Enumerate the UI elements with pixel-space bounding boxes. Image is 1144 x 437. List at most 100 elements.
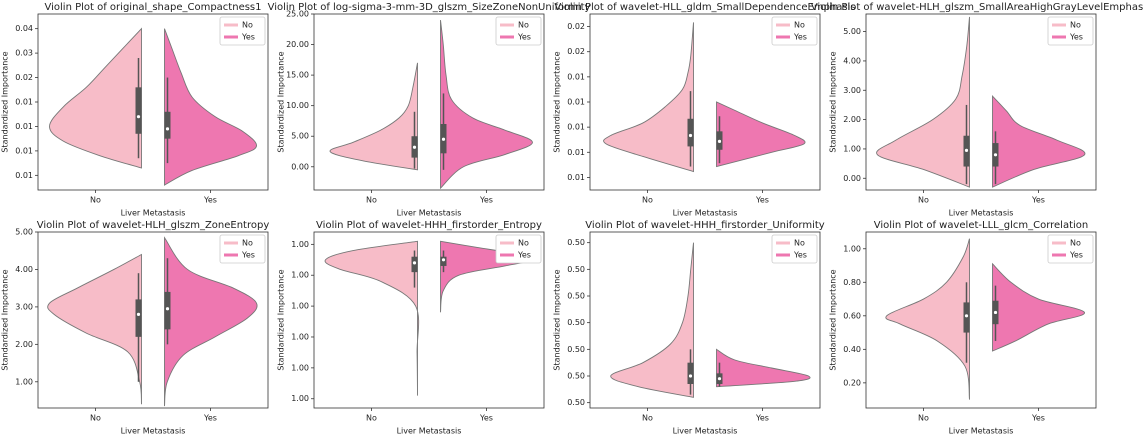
plot-frame [589, 231, 821, 409]
x-tick-label: Yes [203, 414, 217, 423]
x-tick-label: Yes [479, 196, 493, 205]
x-tick-label: No [366, 196, 377, 205]
plot-frame [589, 13, 821, 191]
y-tick-label: 0.01 [567, 98, 585, 107]
box-median [688, 133, 693, 138]
box-median [136, 115, 141, 119]
x-tick-label: Yes [755, 414, 769, 423]
panel: Violin Plot of wavelet-HHH_firstorder_Un… [553, 220, 825, 436]
y-tick-label: 0.50 [567, 238, 585, 247]
plot-frame [865, 13, 1097, 191]
panel: Violin Plot of wavelet-LLL_glcm_Correlat… [829, 220, 1097, 436]
panel-title: Violin Plot of log-sigma-3-mm-3D_glszm_S… [268, 2, 591, 13]
y-tick-label: 1.00 [291, 363, 309, 372]
violin-half [49, 27, 142, 169]
x-axis-label: Liver Metastasis [397, 427, 462, 436]
plot-frame [37, 13, 269, 191]
y-tick-label: 0.00 [291, 162, 309, 171]
legend-label: Yes [517, 251, 531, 260]
plot-frame [37, 231, 269, 409]
legend-label: No [1070, 239, 1081, 248]
y-tick-label: 1.00 [843, 144, 861, 153]
violin-half [603, 22, 694, 173]
y-tick-label: 1.00 [843, 244, 861, 253]
y-axis-label: Standardized Importance [829, 269, 838, 370]
panel-title: Violin Plot of wavelet-HHH_firstorder_Un… [585, 220, 824, 231]
box-median [964, 148, 969, 152]
box-iqr [687, 118, 694, 147]
x-tick-label: No [90, 196, 101, 205]
plot-frame [865, 231, 1097, 409]
y-tick-label: 1.00 [291, 332, 309, 341]
y-axis-label: Standardized Importance [553, 269, 562, 370]
y-tick-label: 1.00 [291, 302, 309, 311]
violin-half [164, 28, 257, 186]
y-tick-label: 0.01 [567, 148, 585, 157]
box-median [165, 127, 170, 131]
legend-label: Yes [517, 33, 531, 42]
box-median [165, 307, 170, 311]
violin-half [329, 62, 418, 171]
y-tick-label: 0.50 [567, 265, 585, 274]
panel: Violin Plot of original_shape_Compactnes… [1, 2, 269, 218]
y-tick-label: 4.00 [15, 265, 33, 274]
box-median [717, 377, 722, 381]
x-tick-label: No [90, 414, 101, 423]
y-tick-label: 0.40 [843, 345, 861, 354]
box-median [441, 137, 446, 141]
y-tick-label: 4.00 [843, 56, 861, 65]
x-tick-label: Yes [1031, 414, 1045, 423]
y-tick-label: 2.00 [843, 115, 861, 124]
y-tick-label: 0.50 [567, 318, 585, 327]
y-tick-label: 0.01 [15, 98, 33, 107]
legend-label: No [1070, 21, 1081, 30]
y-tick-label: 0.20 [843, 378, 861, 387]
y-tick-label: 3.00 [15, 302, 33, 311]
legend-label: Yes [793, 251, 807, 260]
y-tick-label: 0.01 [15, 171, 33, 180]
plot-frame [313, 13, 545, 191]
box-iqr [164, 111, 171, 139]
y-tick-label: 0.80 [843, 278, 861, 287]
box-median [441, 258, 446, 262]
y-tick-label: 5.00 [843, 27, 861, 36]
box-iqr [963, 302, 970, 333]
panel-title: Violin Plot of original_shape_Compactnes… [45, 2, 262, 13]
y-tick-label: 15.00 [286, 71, 309, 80]
legend-label: No [794, 21, 805, 30]
y-tick-label: 0.01 [15, 122, 33, 131]
violin-half [164, 236, 258, 407]
y-tick-label: 5.00 [291, 132, 309, 141]
violin-half [876, 16, 970, 188]
y-tick-label: 0.60 [843, 311, 861, 320]
y-tick-label: 0.03 [15, 49, 33, 58]
y-tick-label: 0.01 [567, 123, 585, 132]
violin-half [324, 240, 420, 396]
box-iqr [164, 291, 171, 330]
x-tick-label: No [918, 414, 929, 423]
legend-label: No [518, 239, 529, 248]
x-tick-label: Yes [203, 196, 217, 205]
x-axis-label: Liver Metastasis [949, 209, 1014, 218]
box-median [412, 145, 417, 149]
legend-label: Yes [241, 251, 255, 260]
y-tick-label: 5.00 [15, 228, 33, 237]
panel: Violin Plot of wavelet-HHH_firstorder_En… [277, 220, 545, 436]
box-median [688, 374, 693, 378]
violin-half [885, 238, 970, 400]
y-axis-label: Standardized Importance [553, 51, 562, 152]
x-tick-label: No [642, 414, 653, 423]
legend-label: No [518, 21, 529, 30]
y-axis-label: Standardized Importance [1, 51, 10, 152]
box-median [136, 312, 141, 316]
violin-half [992, 262, 1085, 352]
box-iqr [687, 362, 694, 384]
violin-half [716, 101, 806, 168]
legend-label: Yes [793, 33, 807, 42]
y-tick-label: 0.50 [567, 398, 585, 407]
x-axis-label: Liver Metastasis [949, 427, 1014, 436]
y-tick-label: 0.50 [567, 345, 585, 354]
y-tick-label: 0.00 [843, 174, 861, 183]
violin-half [992, 94, 1086, 188]
